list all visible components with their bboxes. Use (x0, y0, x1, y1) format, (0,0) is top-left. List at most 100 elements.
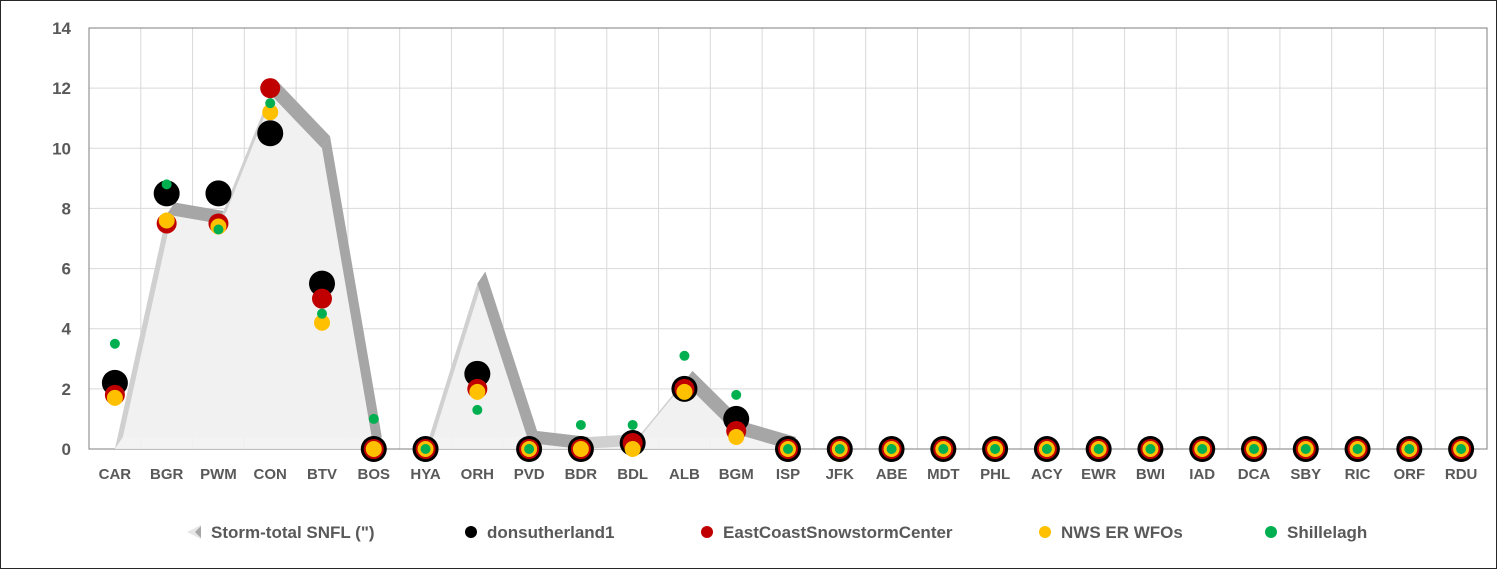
marker-shillelagh (938, 444, 949, 454)
x-tick-label: DCA (1238, 466, 1271, 483)
marker-shillelagh (783, 444, 793, 454)
legend-item-storm-total-snfl: Storm-total SNFL (") (187, 523, 375, 542)
marker-shillelagh (420, 444, 431, 454)
y-tick-label: 4 (62, 320, 72, 339)
marker-shillelagh (1041, 444, 1052, 454)
legend-swatch (187, 525, 201, 539)
x-axis: CAR BGR PWM CON BTV BOS HYA ORH PVD BDR BDL ALB BGM I… (99, 466, 1478, 483)
legend-item-donsutherland1: donsutherland1 (465, 523, 615, 542)
x-tick-label: RDU (1445, 466, 1478, 483)
x-tick-label: ORH (461, 466, 494, 483)
legend-label: NWS ER WFOs (1061, 523, 1183, 542)
marker-donsutherland1 (464, 360, 491, 387)
marker-shillelagh (213, 224, 224, 235)
marker-shillelagh (1197, 444, 1208, 454)
marker-shillelagh (731, 389, 742, 400)
marker-shillelagh (524, 444, 535, 454)
x-tick-label: CAR (99, 466, 132, 483)
legend-label: donsutherland1 (487, 523, 615, 542)
y-tick-label: 8 (62, 199, 71, 218)
y-tick-label: 12 (52, 79, 71, 98)
marker-nws-er-wfos (158, 212, 175, 229)
y-axis: 0 2 4 6 8 10 12 14 (52, 19, 71, 459)
marker-shillelagh (1300, 444, 1311, 454)
legend-item-shillelagh: Shillelagh (1265, 523, 1367, 542)
legend-label: Storm-total SNFL (") (211, 523, 375, 542)
x-tick-label: RIC (1345, 466, 1371, 483)
marker-shillelagh (1404, 444, 1415, 454)
x-tick-label: BOS (358, 466, 391, 483)
x-tick-label: BDR (565, 466, 598, 483)
area-edge-segment (477, 271, 538, 443)
x-tick-label: MDT (927, 466, 960, 483)
x-tick-label: BDL (617, 466, 648, 483)
x-tick-label: SBY (1290, 466, 1321, 483)
marker-nws-er-wfos (106, 389, 123, 406)
area-edge-segment (114, 202, 175, 449)
legend-label: Shillelagh (1287, 523, 1367, 542)
legend-item-nws-er-wfos: NWS ER WFOs (1039, 523, 1183, 542)
area-front-face (114, 94, 1462, 450)
legend-swatch (1039, 526, 1051, 538)
marker-nws-er-wfos (676, 383, 693, 400)
marker-nws-er-wfos (314, 314, 330, 331)
marker-shillelagh (265, 98, 276, 109)
marker-eastcoastsnowstormcenter (260, 78, 281, 99)
legend-label: EastCoastSnowstormCenter (723, 523, 953, 542)
x-tick-label: HYA (410, 466, 440, 483)
x-tick-label: EWR (1081, 466, 1116, 483)
x-tick-label: ISP (776, 466, 800, 483)
marker-shillelagh (472, 404, 483, 415)
marker-nws-er-wfos (624, 441, 641, 457)
legend-swatch (701, 526, 713, 538)
marker-shillelagh (834, 444, 845, 454)
marker-shillelagh (109, 338, 120, 349)
x-tick-label: ALB (669, 466, 700, 483)
marker-shillelagh (368, 413, 379, 424)
marker-shillelagh (1352, 444, 1363, 454)
legend-swatch (195, 526, 201, 538)
marker-nws-er-wfos (262, 104, 279, 121)
legend: Storm-total SNFL (") donsutherland1 EastCo… (187, 523, 1367, 542)
marker-donsutherland1 (153, 180, 180, 207)
marker-nws-er-wfos (469, 383, 486, 400)
x-tick-label: BTV (307, 466, 337, 483)
marker-shillelagh (1456, 444, 1467, 454)
marker-shillelagh (627, 419, 638, 430)
forecast-markers (101, 78, 1475, 462)
area-edge-segment (425, 271, 486, 449)
area-edge-segment (218, 82, 279, 224)
marker-shillelagh (1249, 444, 1259, 454)
x-tick-label: ORF (1393, 466, 1425, 483)
legend-swatch (1265, 526, 1277, 538)
x-tick-label: ACY (1031, 466, 1063, 483)
x-tick-label: BWI (1136, 466, 1165, 483)
x-tick-label: PWM (200, 466, 237, 483)
legend-swatch (465, 526, 477, 538)
x-tick-label: JFK (826, 466, 855, 483)
area-edge-segment (322, 136, 382, 450)
marker-shillelagh (1093, 444, 1104, 454)
marker-shillelagh (990, 444, 1001, 454)
marker-donsutherland1 (205, 180, 232, 207)
marker-shillelagh (1145, 444, 1156, 454)
y-tick-label: 0 (62, 440, 71, 459)
marker-nws-er-wfos (365, 441, 382, 457)
x-tick-label: PVD (514, 466, 545, 483)
x-tick-label: BGR (150, 466, 184, 483)
snowfall-area (114, 82, 1470, 450)
marker-donsutherland1 (257, 120, 284, 147)
marker-nws-er-wfos (572, 441, 589, 457)
x-tick-label: IAD (1189, 466, 1215, 483)
area-edge-segment (270, 82, 330, 149)
y-tick-label: 10 (52, 139, 71, 158)
x-tick-label: BGM (719, 466, 754, 483)
marker-nws-er-wfos (728, 428, 745, 445)
marker-eastcoastsnowstormcenter (312, 288, 332, 309)
marker-shillelagh (575, 419, 586, 430)
y-tick-label: 6 (62, 260, 71, 279)
x-tick-label: CON (254, 466, 287, 483)
x-tick-label: ABE (876, 466, 908, 483)
